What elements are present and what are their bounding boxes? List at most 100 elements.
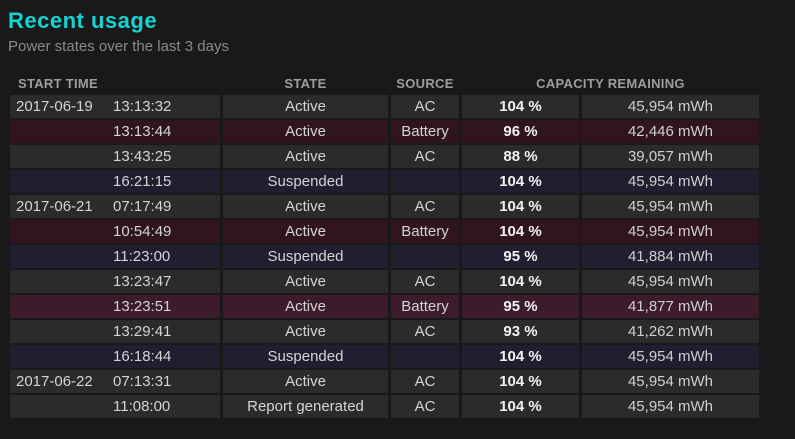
recent-usage-table: START TIME STATE SOURCE CAPACITY REMAINI… [10,74,795,418]
source-value: AC [391,370,459,393]
table-body: 2017-06-19 13:13:32 Active AC 104 % 45,9… [10,95,795,418]
capacity-mwh-value: 45,954 mWh [582,170,759,193]
table-row: 13:13:44 Active Battery 96 % 42,446 mWh [10,120,795,143]
start-time-cell: 2017-06-19 13:13:32 [10,95,220,118]
state-value: Active [223,95,388,118]
table-row: 13:29:41 Active AC 93 % 41,262 mWh [10,320,795,343]
state-value: Suspended [223,170,388,193]
start-time-value: 07:17:49 [113,198,172,215]
capacity-mwh-value: 41,877 mWh [582,295,759,318]
capacity-mwh-value: 45,954 mWh [582,270,759,293]
section-title: Recent usage [8,8,158,33]
start-time-cell: 11:08:00 [10,395,220,418]
state-value: Report generated [223,395,388,418]
start-time-cell: 13:23:47 [10,270,220,293]
capacity-mwh-value: 45,954 mWh [582,195,759,218]
capacity-percent-value: 104 % [462,95,579,118]
source-value: Battery [391,220,459,243]
state-value: Suspended [223,345,388,368]
table-row: 2017-06-22 07:13:31 Active AC 104 % 45,9… [10,370,795,393]
start-time-cell: 13:23:51 [10,295,220,318]
section-subtitle: Power states over the last 3 days [8,38,229,55]
start-date-value: 2017-06-19 [16,98,93,115]
capacity-mwh-value: 45,954 mWh [582,95,759,118]
table-row: 11:08:00 Report generated AC 104 % 45,95… [10,395,795,418]
source-value: AC [391,270,459,293]
capacity-mwh-value: 42,446 mWh [582,120,759,143]
start-time-cell: 2017-06-21 07:17:49 [10,195,220,218]
start-time-value: 11:08:00 [113,398,171,415]
table-row: 13:23:51 Active Battery 95 % 41,877 mWh [10,295,795,318]
capacity-percent-value: 93 % [462,320,579,343]
capacity-mwh-value: 45,954 mWh [582,345,759,368]
start-time-cell: 11:23:00 [10,245,220,268]
table-row: 10:54:49 Active Battery 104 % 45,954 mWh [10,220,795,243]
start-time-value: 10:54:49 [113,223,172,240]
capacity-percent-value: 104 % [462,270,579,293]
start-time-value: 13:23:47 [113,273,172,290]
source-value: Battery [391,120,459,143]
state-value: Active [223,295,388,318]
table-row: 2017-06-19 13:13:32 Active AC 104 % 45,9… [10,95,795,118]
capacity-percent-value: 95 % [462,245,579,268]
start-time-value: 13:29:41 [113,323,172,340]
capacity-percent-value: 104 % [462,170,579,193]
column-header-capacity-remaining: CAPACITY REMAINING [536,75,685,91]
start-time-value: 13:43:25 [113,148,172,165]
column-header-start-time: START TIME [18,75,99,91]
capacity-mwh-value: 39,057 mWh [582,145,759,168]
capacity-percent-value: 104 % [462,370,579,393]
table-row: 16:18:44 Suspended 104 % 45,954 mWh [10,345,795,368]
start-time-cell: 10:54:49 [10,220,220,243]
battery-report-recent-usage-section: Recent usage Power states over the last … [0,8,795,439]
source-value [391,170,459,193]
start-time-cell: 16:18:44 [10,345,220,368]
column-header-state: STATE [284,75,327,91]
capacity-mwh-value: 45,954 mWh [582,370,759,393]
source-value: AC [391,195,459,218]
start-time-value: 13:13:32 [113,98,172,115]
capacity-percent-value: 96 % [462,120,579,143]
capacity-percent-value: 88 % [462,145,579,168]
source-value [391,345,459,368]
capacity-percent-value: 95 % [462,295,579,318]
column-header-source: SOURCE [396,75,454,91]
start-time-value: 13:23:51 [113,298,172,315]
table-row: 13:43:25 Active AC 88 % 39,057 mWh [10,145,795,168]
start-time-cell: 16:21:15 [10,170,220,193]
state-value: Active [223,120,388,143]
table-row: 16:21:15 Suspended 104 % 45,954 mWh [10,170,795,193]
start-time-value: 11:23:00 [113,248,171,265]
state-value: Active [223,370,388,393]
start-time-cell: 13:29:41 [10,320,220,343]
state-value: Active [223,220,388,243]
state-value: Suspended [223,245,388,268]
table-header-row: START TIME STATE SOURCE CAPACITY REMAINI… [10,74,795,92]
state-value: Active [223,195,388,218]
start-date-value: 2017-06-22 [16,373,93,390]
capacity-percent-value: 104 % [462,220,579,243]
capacity-mwh-value: 45,954 mWh [582,220,759,243]
table-row: 13:23:47 Active AC 104 % 45,954 mWh [10,270,795,293]
source-value: AC [391,320,459,343]
state-value: Active [223,320,388,343]
capacity-percent-value: 104 % [462,195,579,218]
start-time-value: 16:21:15 [113,173,172,190]
state-value: Active [223,270,388,293]
source-value [391,245,459,268]
start-time-value: 13:13:44 [113,123,172,140]
source-value: Battery [391,295,459,318]
capacity-mwh-value: 41,884 mWh [582,245,759,268]
start-time-cell: 2017-06-22 07:13:31 [10,370,220,393]
capacity-mwh-value: 45,954 mWh [582,395,759,418]
start-time-value: 07:13:31 [113,373,172,390]
source-value: AC [391,395,459,418]
capacity-percent-value: 104 % [462,345,579,368]
start-time-value: 16:18:44 [113,348,172,365]
table-row: 2017-06-21 07:17:49 Active AC 104 % 45,9… [10,195,795,218]
capacity-percent-value: 104 % [462,395,579,418]
source-value: AC [391,145,459,168]
source-value: AC [391,95,459,118]
state-value: Active [223,145,388,168]
start-date-value: 2017-06-21 [16,198,93,215]
